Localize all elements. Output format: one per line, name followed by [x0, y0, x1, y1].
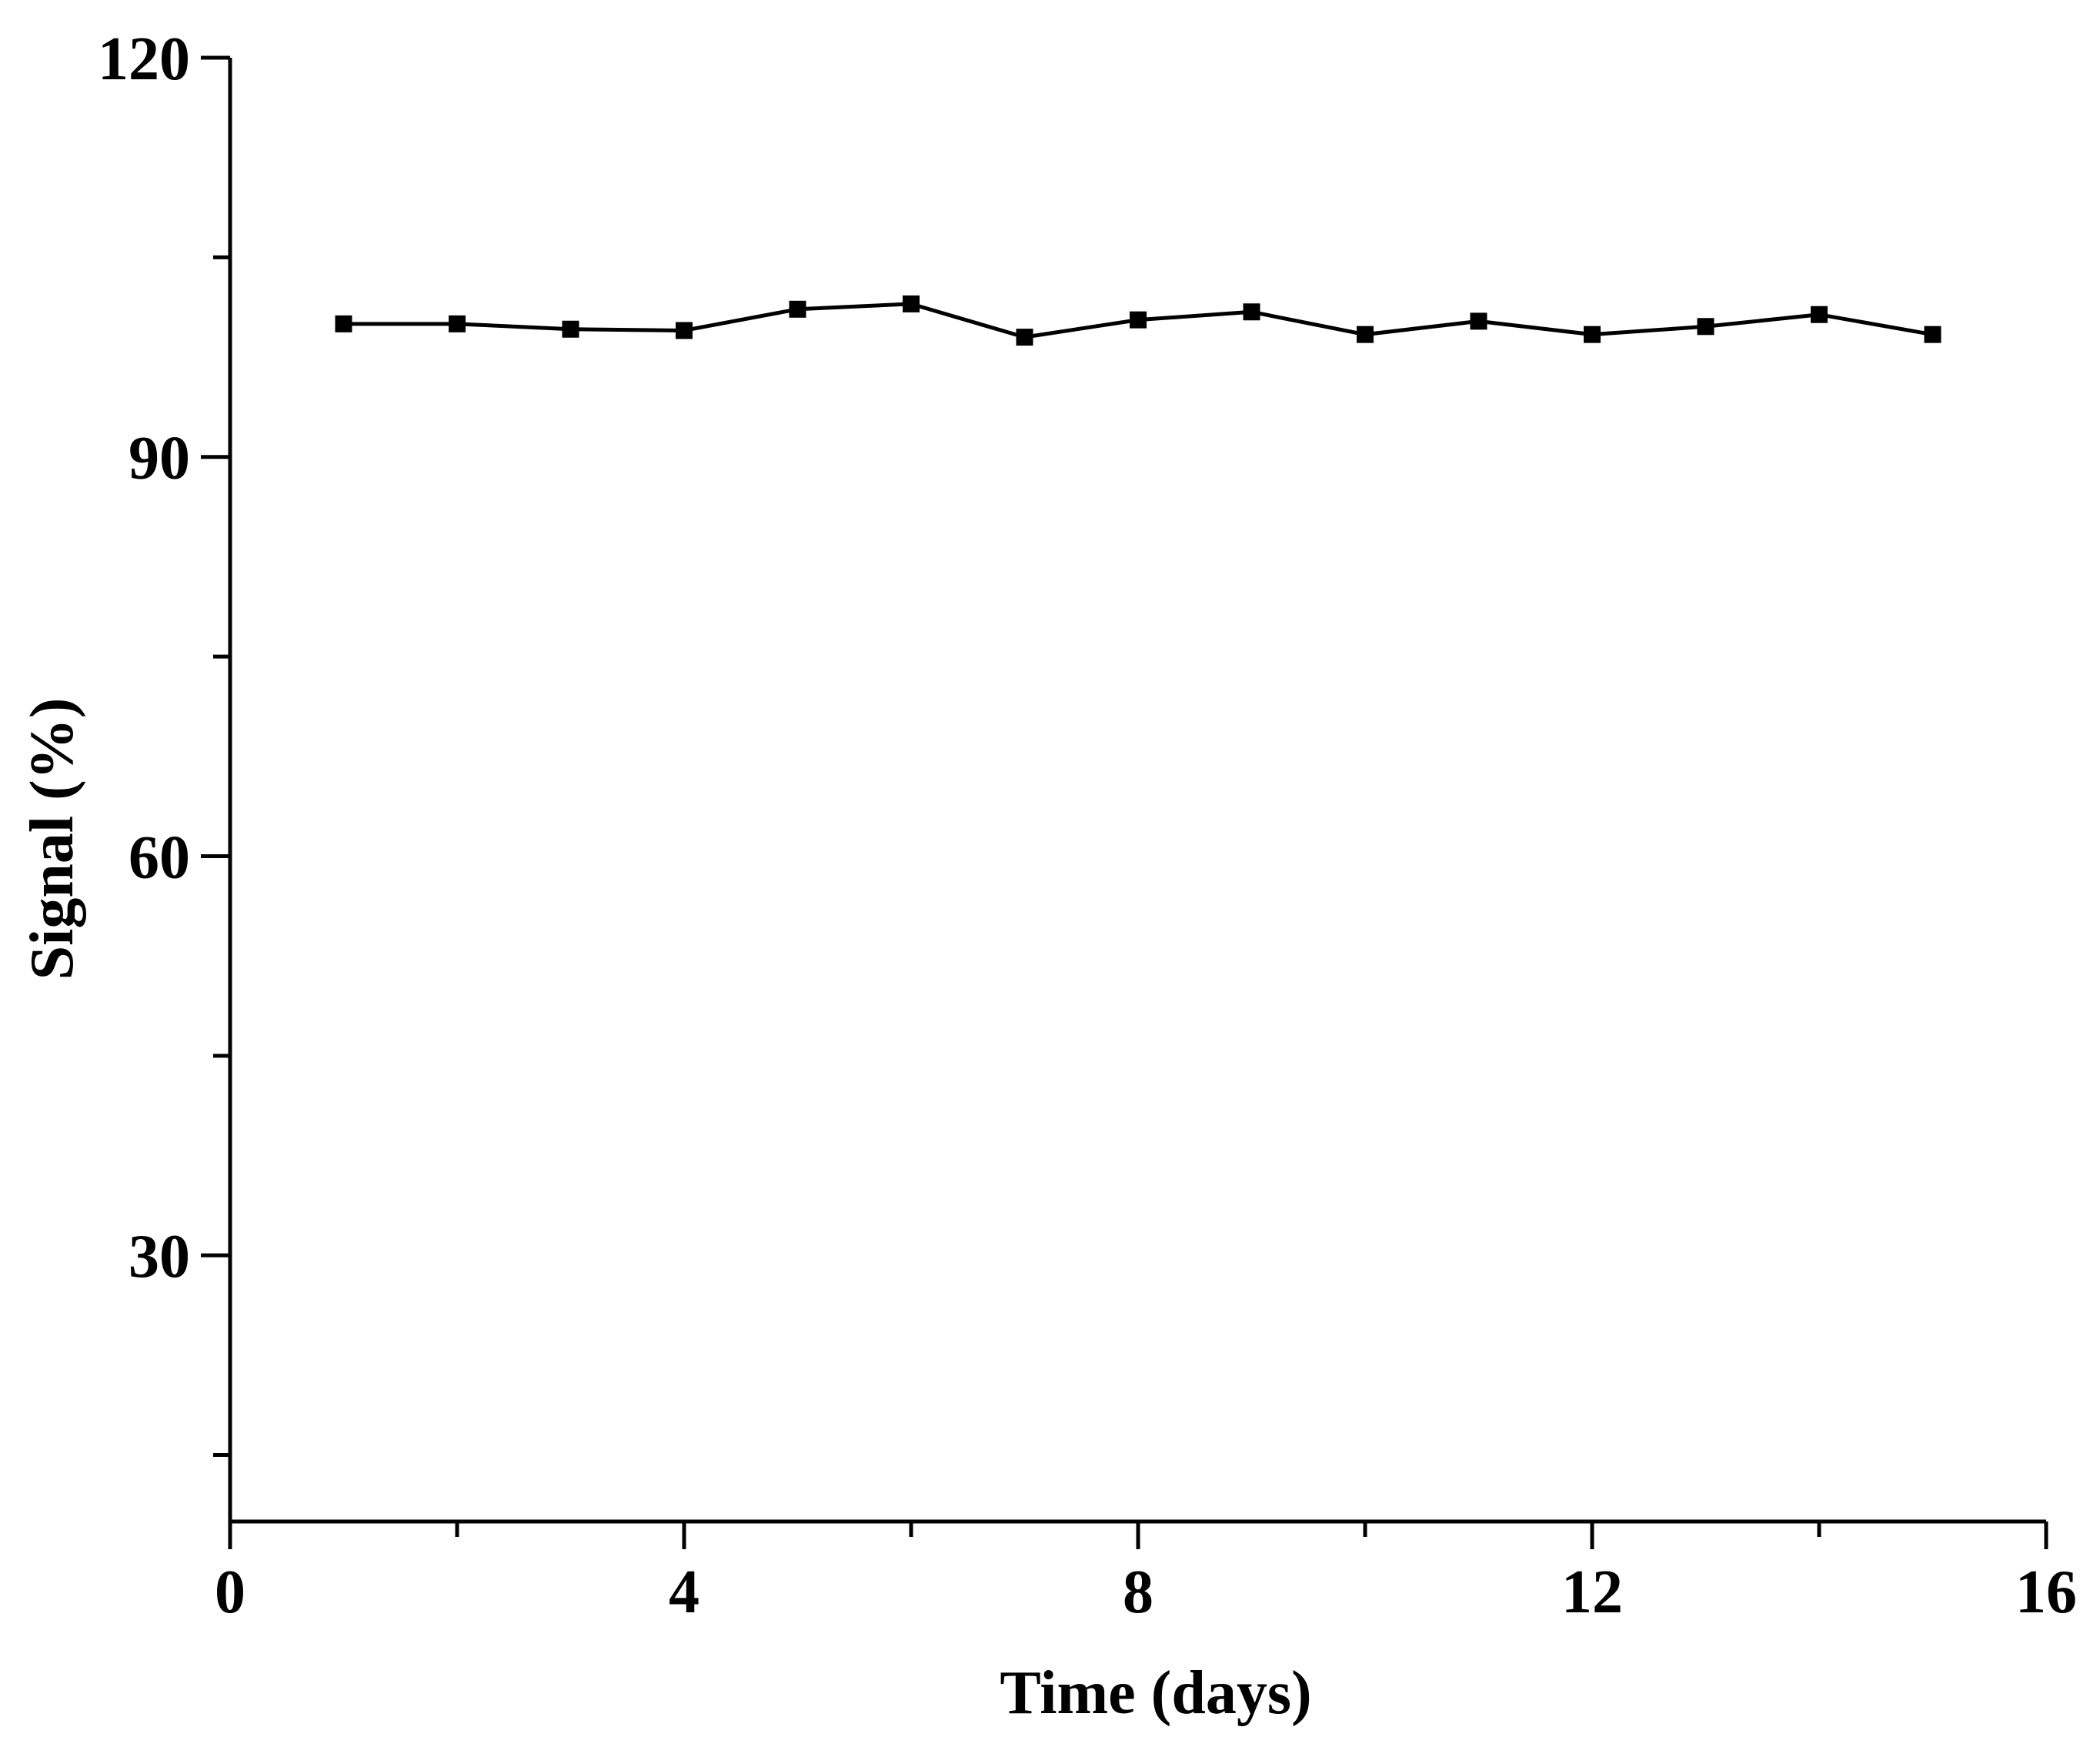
data-point-day-5	[789, 300, 806, 318]
y-tick-label-30: 30	[129, 1223, 190, 1291]
data-point-day-10	[1357, 326, 1374, 343]
data-point-day-12	[1584, 326, 1601, 343]
labels: Time (days) Signal (%)	[18, 698, 1312, 1727]
y-tick-label-90: 90	[129, 425, 190, 493]
data-point-day-3	[562, 320, 579, 338]
y-tick-label-120: 120	[98, 25, 190, 93]
x-tick-label-0: 0	[215, 1558, 245, 1626]
y-axis-title: Signal (%)	[18, 698, 86, 980]
data-point-day-2	[449, 315, 466, 332]
data-point-day-8	[1130, 311, 1147, 329]
axes: 0 4 8 12 16 30 60 90 120	[98, 25, 2077, 1626]
data-point-day-14	[1811, 306, 1828, 323]
data-point-day-7	[1016, 329, 1033, 346]
data-point-day-13	[1697, 318, 1714, 336]
data-point-day-11	[1470, 312, 1487, 330]
series-layer	[335, 295, 1941, 346]
data-point-day-15	[1924, 326, 1941, 343]
x-axis-title: Time (days)	[1000, 1659, 1311, 1727]
data-point-day-9	[1243, 303, 1260, 321]
data-point-day-4	[676, 322, 693, 339]
y-tick-label-60: 60	[129, 823, 190, 891]
x-tick-label-8: 8	[1123, 1558, 1153, 1626]
x-tick-label-16: 16	[2015, 1558, 2077, 1626]
data-point-day-6	[903, 295, 920, 312]
x-tick-label-4: 4	[669, 1558, 699, 1626]
data-point-day-1	[335, 315, 352, 332]
x-tick-label-12: 12	[1561, 1558, 1623, 1626]
